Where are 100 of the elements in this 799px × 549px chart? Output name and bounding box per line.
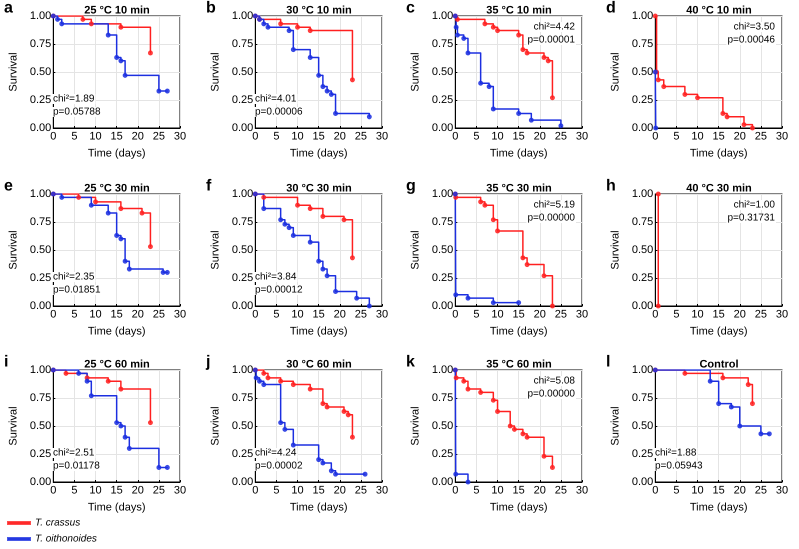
annotation: p=0.00001 xyxy=(527,34,576,46)
y-tick-label: 0.50 xyxy=(432,244,454,256)
text: k xyxy=(406,354,415,370)
x-tick-label: 20 xyxy=(334,308,346,320)
y-tick-label: 0.00 xyxy=(632,300,654,312)
y-tick-label: 0.25 xyxy=(232,448,254,460)
text: c xyxy=(406,0,415,16)
x-tick-label: 30 xyxy=(776,484,788,496)
y-tick-label: 0.25 xyxy=(432,448,454,460)
x-tick-label: 30 xyxy=(776,130,788,142)
x-tick-label: 10 xyxy=(89,130,102,142)
x-tick-label: 0 xyxy=(252,484,258,496)
annotation: p=0.31731 xyxy=(727,212,776,224)
y-axis-title: Survival xyxy=(210,52,222,92)
y-tick-label: 0.75 xyxy=(232,216,254,228)
annotation: chi²=3.84 xyxy=(255,272,297,282)
y-tick-label: 0.75 xyxy=(632,38,654,50)
x-tick-label: 0 xyxy=(452,308,458,320)
x-axis-title: Time (days) xyxy=(88,148,146,160)
y-tick-label: 0.00 xyxy=(432,300,454,312)
chart-title: 30 °C 10 min xyxy=(286,4,352,16)
chart-title: 35 °C 60 min xyxy=(486,358,552,370)
x-tick-label: 5 xyxy=(71,130,78,142)
x-tick-label: 15 xyxy=(712,484,725,496)
y-axis-title: Survival xyxy=(410,230,422,270)
y-tick-label: 1.00 xyxy=(632,10,654,22)
x-axis-title: Time (days) xyxy=(490,148,548,160)
y-tick-label: 1.00 xyxy=(232,10,254,22)
y-tick-label: 0.00 xyxy=(432,122,454,134)
y-tick-label: 0.25 xyxy=(30,94,52,106)
y-tick-label: 0.75 xyxy=(432,38,454,50)
x-tick-label: 10 xyxy=(691,484,704,496)
y-tick-label: 0.50 xyxy=(30,244,52,256)
x-tick-label: 10 xyxy=(291,484,304,496)
y-axis-title: Survival xyxy=(610,406,622,446)
x-axis-title: Time (days) xyxy=(690,502,748,514)
x-axis-title: Time (days) xyxy=(690,326,748,338)
y-tick-label: 0.75 xyxy=(30,392,52,404)
y-tick-label: 1.00 xyxy=(632,188,654,200)
y-tick-label: 0.50 xyxy=(232,244,254,256)
x-tick-label: 5 xyxy=(273,308,280,320)
text: i xyxy=(4,354,8,370)
x-tick-label: 25 xyxy=(354,130,368,142)
x-tick-label: 25 xyxy=(754,484,768,496)
annotation: chi²=4.24 xyxy=(255,448,297,458)
y-tick-label: 0.25 xyxy=(432,94,454,106)
y-tick-label: 0.50 xyxy=(232,420,254,432)
x-tick-label: 30 xyxy=(776,308,788,320)
y-tick-label: 1.00 xyxy=(232,188,254,200)
x-tick-label: 15 xyxy=(110,308,123,320)
annotation: p=0.00000 xyxy=(527,388,576,400)
y-tick-label: 0.50 xyxy=(632,244,654,256)
x-tick-label: 0 xyxy=(252,130,258,142)
x-tick-label: 25 xyxy=(754,308,768,320)
x-axis-title: Time (days) xyxy=(88,502,146,514)
x-tick-label: 20 xyxy=(734,130,746,142)
y-axis-title: Survival xyxy=(410,406,422,446)
x-tick-label: 10 xyxy=(491,308,504,320)
y-tick-label: 1.00 xyxy=(432,10,454,22)
x-tick-label: 30 xyxy=(576,484,588,496)
x-tick-label: 25 xyxy=(152,484,166,496)
chart-title: 25 °C 60 min xyxy=(84,358,150,370)
x-tick-label: 0 xyxy=(652,130,658,142)
x-axis-title: Time (days) xyxy=(490,502,548,514)
x-tick-label: 30 xyxy=(376,308,388,320)
x-tick-label: 30 xyxy=(174,308,186,320)
x-tick-label: 30 xyxy=(576,308,588,320)
chart-title: 40 °C 10 min xyxy=(686,4,752,16)
x-tick-label: 20 xyxy=(534,484,546,496)
x-tick-label: 5 xyxy=(273,484,280,496)
text: g xyxy=(406,178,416,194)
x-tick-label: 30 xyxy=(376,484,388,496)
y-tick-label: 0.50 xyxy=(632,420,654,432)
x-tick-label: 0 xyxy=(452,484,458,496)
y-tick-label: 0.75 xyxy=(30,216,52,228)
y-tick-label: 1.00 xyxy=(30,364,52,376)
x-tick-label: 25 xyxy=(754,130,768,142)
x-tick-label: 20 xyxy=(132,130,144,142)
x-tick-label: 0 xyxy=(452,130,458,142)
text: f xyxy=(206,178,212,194)
x-tick-label: 0 xyxy=(50,308,56,320)
y-tick-label: 0.50 xyxy=(30,420,52,432)
x-axis-title: Time (days) xyxy=(690,148,748,160)
x-tick-label: 5 xyxy=(273,130,280,142)
x-tick-label: 30 xyxy=(174,130,186,142)
x-tick-label: 15 xyxy=(512,130,525,142)
y-tick-label: 0.25 xyxy=(632,272,654,284)
y-tick-label: 0.50 xyxy=(232,66,254,78)
x-tick-label: 20 xyxy=(334,484,346,496)
y-tick-label: 1.00 xyxy=(432,364,454,376)
text: e xyxy=(4,178,13,194)
y-tick-label: 0.75 xyxy=(232,38,254,50)
x-tick-label: 25 xyxy=(554,130,568,142)
y-tick-label: 0.75 xyxy=(432,216,454,228)
x-tick-label: 25 xyxy=(152,308,166,320)
chart-title: 35 °C 10 min xyxy=(486,4,552,16)
y-tick-label: 0.75 xyxy=(232,392,254,404)
y-axis-title: Survival xyxy=(210,230,222,270)
y-axis-title: Survival xyxy=(610,52,622,92)
annotation: chi²=1.89 xyxy=(53,94,95,104)
